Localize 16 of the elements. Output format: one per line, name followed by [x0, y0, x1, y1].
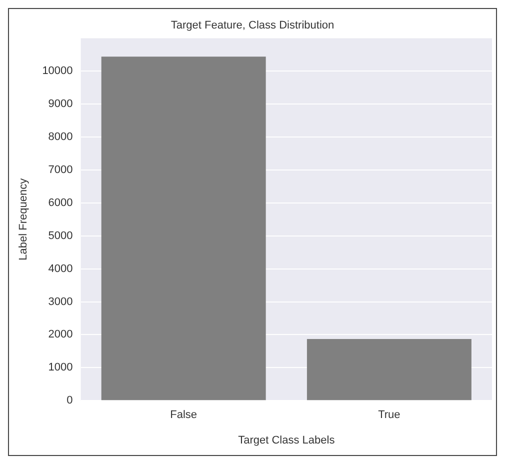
y-tick-label: 0 [66, 394, 73, 407]
y-axis-title: Label Frequency [18, 178, 30, 260]
chart-title: Target Feature, Class Distribution [170, 20, 334, 32]
y-tick-label: 3000 [48, 296, 73, 308]
y-tick-label: 1000 [48, 362, 73, 374]
x-tick-label: True [378, 409, 400, 422]
x-tick-label: False [170, 409, 198, 422]
y-tick-label: 4000 [48, 262, 73, 275]
y-tick-label: 7000 [48, 164, 73, 176]
x-axis-title: Target Class Labels [238, 434, 336, 446]
y-tick-label: 9000 [48, 98, 73, 110]
y-tick-label: 10000 [42, 65, 73, 78]
y-tick-label: 8000 [48, 131, 73, 144]
y-tick-label: 5000 [48, 230, 73, 242]
y-tick-label: 6000 [48, 196, 73, 209]
y-tick-label: 2000 [48, 328, 73, 341]
